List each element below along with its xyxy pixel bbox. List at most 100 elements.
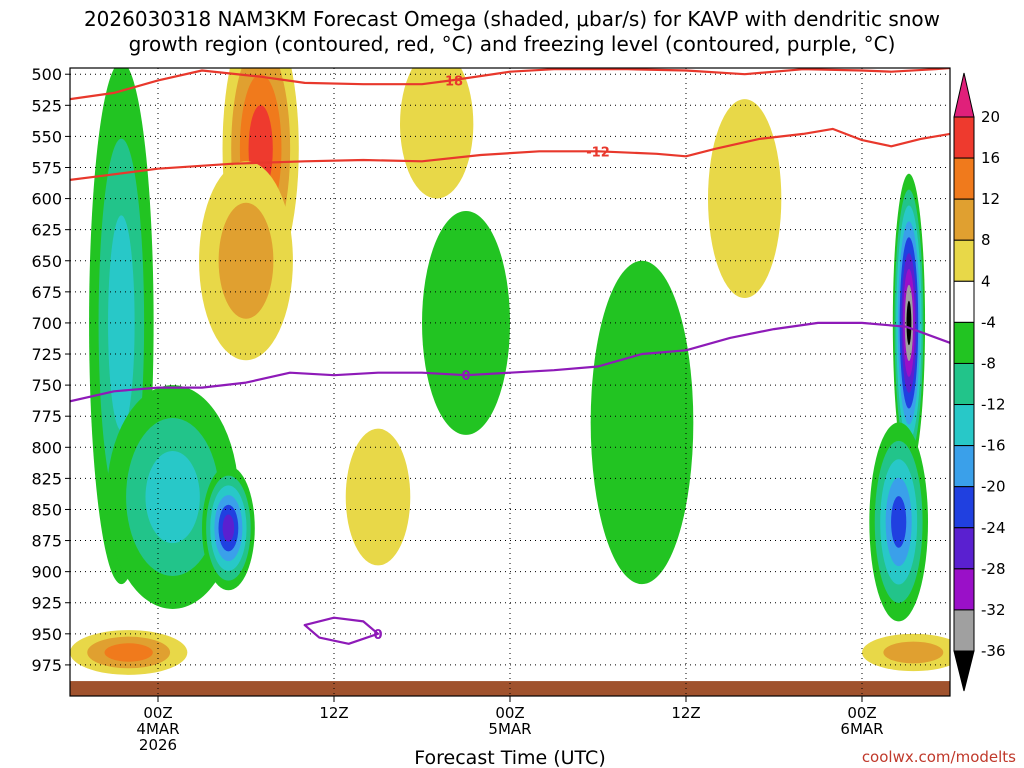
colorbar-tick-label: -36 <box>981 642 1006 660</box>
colorbar-bin <box>953 116 975 159</box>
omega-shade-level <box>218 202 274 319</box>
freezing-level-contour-low <box>303 616 380 645</box>
colorbar-tick-label: -4 <box>981 313 996 331</box>
omega-feature <box>422 211 510 435</box>
colorbar-tick-label: 4 <box>981 272 991 290</box>
colorbar-bin <box>953 404 975 447</box>
colorbar-tick-label: -24 <box>981 519 1006 537</box>
y-tick-label: 650 <box>31 252 62 271</box>
omega-shade-level <box>891 496 907 548</box>
dgz-contour <box>70 127 950 181</box>
colorbar-tick-label: 8 <box>981 231 991 249</box>
colorbar-bin <box>953 321 975 364</box>
x-axis-label: Forecast Time (UTC) <box>414 747 605 768</box>
colorbar-bin <box>953 280 975 323</box>
omega-shade-level <box>883 641 944 664</box>
colorbar-tick-label: -16 <box>981 437 1006 455</box>
colorbar-bin <box>953 239 975 282</box>
dgz-contour-label: -18 <box>440 74 464 89</box>
chart-title-line-1: 2026030318 NAM3KM Forecast Omega (shaded… <box>84 7 940 31</box>
omega-shade-level <box>906 300 912 346</box>
colorbar-bin <box>953 486 975 529</box>
colorbar-bottom-arrow <box>953 650 975 692</box>
colorbar-tick-label: -20 <box>981 478 1006 496</box>
colorbar: 20 16 12 8 4 -4 -8 -12 -16 -20 -24 -28 -32 -36 <box>953 72 1006 692</box>
plot-area: -18 -12 0 0 <box>69 67 951 697</box>
omega-shade-level <box>222 514 235 542</box>
y-tick-label: 925 <box>31 594 62 613</box>
y-tick-label: 875 <box>31 532 62 551</box>
omega-feature <box>708 99 782 299</box>
colorbar-bin <box>953 527 975 570</box>
y-tick-label: 675 <box>31 283 62 302</box>
omega-shade-level <box>590 260 694 585</box>
y-tick-label: 725 <box>31 345 62 364</box>
omega-shade-level <box>345 428 411 566</box>
y-tick-label: 500 <box>31 65 62 84</box>
omega-feature <box>892 173 926 473</box>
y-tick-label: 700 <box>31 314 62 333</box>
x-tick-label: 00Z <box>847 704 876 722</box>
omega-shade-level <box>104 643 153 662</box>
plot-background <box>70 68 950 696</box>
omega-shade-level <box>145 450 200 544</box>
colorbar-bin <box>953 362 975 406</box>
contours: -18 -12 0 0 <box>70 68 950 645</box>
y-axis: 500 525 550 575 600 625 650 675 700 725 750 775 800 8… <box>31 65 70 675</box>
y-tick-label: 750 <box>31 376 62 395</box>
colorbar-bin <box>953 609 975 652</box>
colorbar-bin <box>953 568 975 611</box>
x-tick-label: 12Z <box>319 704 348 722</box>
omega-feature <box>202 465 255 591</box>
omega-feature <box>70 630 188 675</box>
grid <box>70 68 950 696</box>
y-tick-label: 800 <box>31 438 62 457</box>
y-tick-label: 850 <box>31 500 62 519</box>
y-tick-label: 900 <box>31 563 62 582</box>
y-tick-label: 625 <box>31 221 62 240</box>
omega-feature <box>400 68 474 199</box>
chart-title-line-2: growth region (contoured, red, °C) and f… <box>129 32 896 56</box>
colorbar-bin <box>953 198 975 241</box>
y-tick-label: 775 <box>31 407 62 426</box>
omega-feature <box>345 428 411 566</box>
x-tick-label: 5MAR <box>488 720 531 738</box>
colorbar-bin <box>953 445 975 488</box>
omega-feature <box>590 260 694 585</box>
y-tick-label: 575 <box>31 158 62 177</box>
colorbar-tick-label: -12 <box>981 396 1006 414</box>
omega-shade-level <box>108 215 135 431</box>
colorbar-tick-label: -28 <box>981 560 1006 578</box>
x-tick-label: 6MAR <box>840 720 883 738</box>
omega-shade-level <box>422 211 510 435</box>
dgz-contour-label: -12 <box>586 145 610 160</box>
colorbar-tick-label: 20 <box>981 108 1000 126</box>
y-tick-label: 975 <box>31 656 62 675</box>
omega-feature <box>199 161 293 361</box>
colorbar-tick-label: 12 <box>981 190 1000 208</box>
omega-shade-level <box>400 68 474 199</box>
credit-text: coolwx.com/modelts <box>862 748 1016 766</box>
colorbar-tick-label: -8 <box>981 354 996 372</box>
colorbar-tick-label: 16 <box>981 149 1000 167</box>
freezing-level-contour-low-label: 0 <box>373 628 382 643</box>
y-tick-label: 525 <box>31 96 62 115</box>
y-tick-label: 950 <box>31 625 62 644</box>
colorbar-bin <box>953 157 975 200</box>
colorbar-top-arrow <box>953 72 975 118</box>
freezing-level-contour-label: 0 <box>461 369 470 384</box>
omega-feature <box>869 422 929 622</box>
freezing-level-contour <box>70 321 950 403</box>
omega-feature <box>862 633 950 672</box>
dgz-contour <box>70 68 950 101</box>
colorbar-tick-label: -32 <box>981 601 1006 619</box>
x-tick-label: 2026 <box>139 736 177 754</box>
x-tick-label: 4MAR <box>136 720 179 738</box>
y-tick-label: 600 <box>31 190 62 209</box>
omega-shade-level <box>708 99 782 299</box>
x-tick-label: 00Z <box>495 704 524 722</box>
x-tick-label: 12Z <box>671 704 700 722</box>
y-tick-label: 550 <box>31 127 62 146</box>
